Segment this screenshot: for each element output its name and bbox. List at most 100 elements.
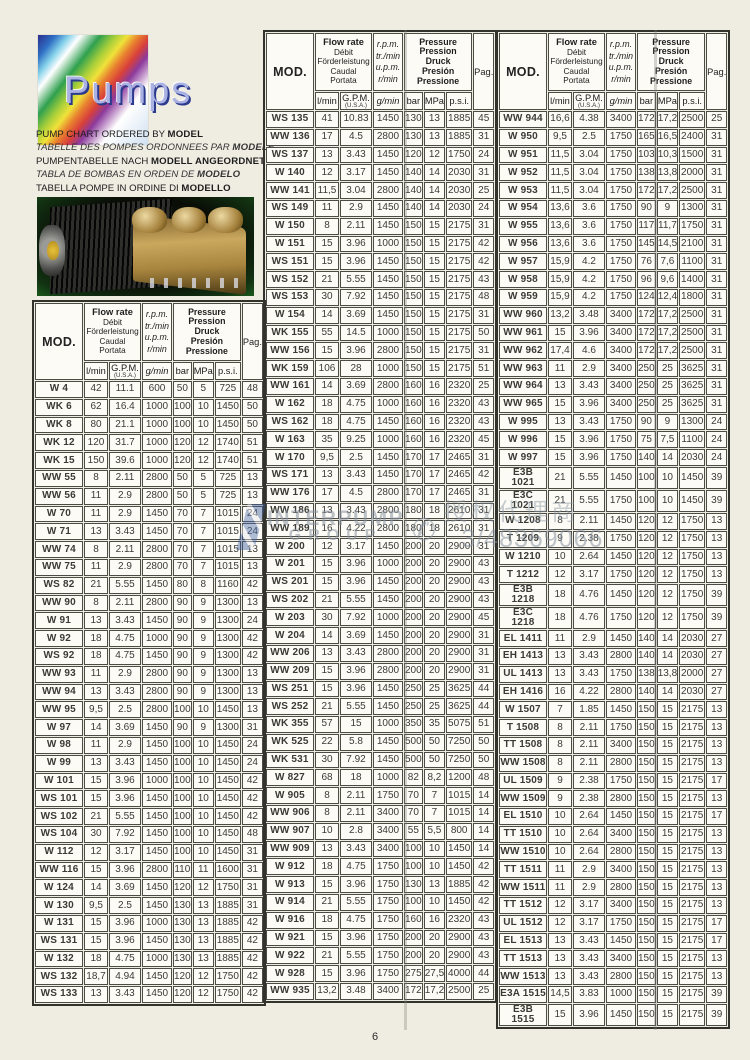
value-cell: 1450: [142, 897, 172, 914]
value-cell: 50: [423, 733, 446, 751]
value-cell: 1450: [606, 630, 636, 647]
table-row: W 131 15 3.96 1000 130 13 1885 42: [35, 914, 263, 932]
value-cell: 2030: [446, 182, 473, 199]
value-cell: 4.5: [340, 484, 372, 502]
table-row: WW 74 8 2.11 2800 70 7 1015 13: [35, 541, 263, 558]
value-cell: 15: [548, 324, 572, 342]
value-cell: 43: [473, 591, 495, 609]
value-cell: 2.64: [573, 825, 605, 843]
value-cell: 4.75: [340, 911, 372, 929]
value-cell: 3.43: [573, 968, 605, 986]
model-cell: WW 935: [266, 983, 314, 1000]
model-cell: E3B 1515: [499, 1003, 547, 1026]
value-cell: 25: [656, 395, 679, 413]
table-row: W 91 13 3.43 1450 90 9 1300 24: [35, 612, 263, 630]
value-cell: 1750: [679, 566, 706, 584]
value-cell: 2900: [446, 929, 473, 947]
value-cell: 1450: [373, 288, 403, 306]
value-cell: 2.11: [340, 787, 372, 805]
table-row: WW 206 13 3.43 2800 200 20 2900 31: [266, 644, 495, 662]
value-cell: 150: [637, 914, 656, 932]
value-cell: 4000: [446, 965, 473, 983]
table-row: WK 531 30 7.92 1450 500 50 7250 50: [266, 751, 495, 769]
value-cell: 11: [84, 487, 108, 505]
value-cell: 1000: [606, 986, 636, 1003]
intro-line-de: PUMPENTABELLE NACH MODELL ANGEORDNET: [36, 155, 266, 167]
value-cell: 17: [706, 914, 728, 932]
value-cell: 100: [173, 790, 192, 808]
value-cell: 15: [656, 950, 679, 968]
value-cell: 14: [423, 199, 446, 217]
value-cell: 1450: [679, 466, 706, 489]
value-cell: 9: [656, 413, 679, 431]
model-cell: WW 189: [266, 520, 314, 538]
value-cell: 42: [241, 986, 263, 1003]
value-cell: 51: [241, 452, 263, 469]
value-cell: 2.11: [109, 594, 141, 612]
model-cell: WS 153: [266, 288, 314, 306]
model-cell: WK 15: [35, 452, 83, 469]
value-cell: 1000: [373, 324, 403, 342]
value-cell: 13: [241, 541, 263, 558]
value-cell: 10: [192, 790, 214, 808]
value-cell: 16,5: [656, 128, 679, 146]
value-cell: 7: [423, 787, 446, 805]
value-cell: 31: [473, 128, 495, 146]
value-cell: 1750: [606, 253, 636, 271]
value-cell: 17,2: [656, 342, 679, 360]
value-cell: 13: [84, 754, 108, 772]
table-row: W 150 8 2.11 1450 150 15 2175 31: [266, 217, 495, 235]
col-header-bar: bar: [173, 362, 192, 380]
value-cell: 2175: [679, 754, 706, 772]
value-cell: 5: [192, 381, 214, 398]
value-cell: 12: [656, 566, 679, 584]
value-cell: 3.17: [109, 843, 141, 861]
value-cell: 13: [241, 558, 263, 576]
value-cell: 18: [315, 858, 339, 876]
value-cell: 24: [706, 449, 728, 466]
value-cell: 8: [84, 469, 108, 487]
model-cell: EH 1413: [499, 647, 547, 665]
intro-text-block: PUMP CHART ORDERED BY MODEL TABELLE DES …: [36, 128, 274, 195]
model-cell: WW 963: [499, 360, 547, 377]
table-row: E3B 1515 15 3.96 1450 150 15 2175 39: [499, 1003, 728, 1026]
value-cell: 31: [241, 719, 263, 736]
table-row: W 995 13 3.43 1750 90 9 1300 24: [499, 413, 728, 431]
value-cell: 1750: [606, 146, 636, 164]
value-cell: 13: [706, 968, 728, 986]
value-cell: 17: [315, 128, 339, 146]
value-cell: 20: [423, 662, 446, 680]
value-cell: 2900: [446, 573, 473, 591]
model-cell: WW 964: [499, 377, 547, 395]
table-row: WS 132 18,7 4.94 1450 120 12 1750 42: [35, 968, 263, 986]
value-cell: 2.38: [573, 772, 605, 790]
value-cell: 2800: [606, 683, 636, 701]
value-cell: 120: [637, 566, 656, 584]
col-header-mod: MOD.: [266, 33, 314, 110]
value-cell: 150: [637, 754, 656, 772]
model-cell: W 131: [35, 914, 83, 932]
value-cell: 20: [423, 627, 446, 644]
value-cell: 24: [241, 612, 263, 630]
value-cell: 150: [637, 825, 656, 843]
value-cell: 725: [214, 381, 241, 398]
value-cell: 13: [548, 647, 572, 665]
value-cell: 7: [192, 558, 214, 576]
value-cell: 2.5: [573, 128, 605, 146]
value-cell: 24: [706, 413, 728, 431]
col-header-pag: Pag.: [706, 33, 728, 110]
value-cell: 18: [548, 607, 572, 630]
value-cell: 3.6: [573, 199, 605, 217]
table-row: WW 909 13 3.43 3400 100 10 1450 14: [266, 840, 495, 858]
table-row: W 200 12 3.17 1450 200 20 2900 31: [266, 538, 495, 555]
value-cell: 11: [84, 736, 108, 754]
value-cell: 1750: [446, 146, 473, 164]
value-cell: 1450: [606, 808, 636, 825]
value-cell: 8: [315, 805, 339, 822]
model-cell: WW 1513: [499, 968, 547, 986]
value-cell: 16.4: [109, 398, 141, 416]
value-cell: 15: [656, 736, 679, 754]
value-cell: 1750: [373, 894, 403, 911]
pump-table-middle: MOD. Flow rate Débit Förderleistung Caudal P…: [263, 30, 498, 1003]
value-cell: 15: [84, 790, 108, 808]
